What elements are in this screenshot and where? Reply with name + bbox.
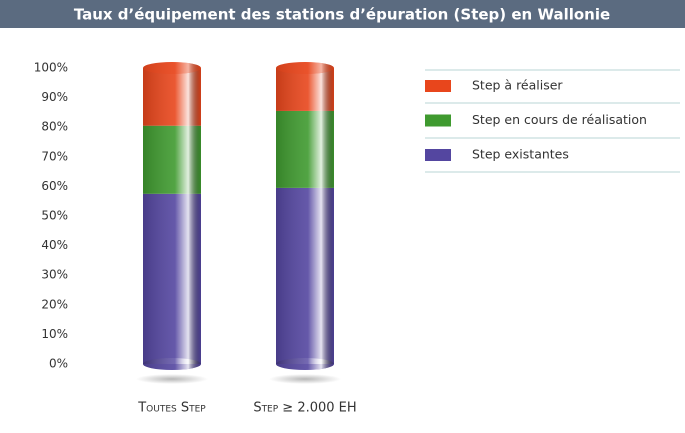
legend-swatch [425, 114, 451, 127]
bar-bottom-highlight [276, 358, 334, 370]
x-tick-label: Step ≥ 2.000 EH [253, 401, 356, 416]
legend-swatch [425, 149, 451, 161]
bar-shadow [136, 374, 208, 384]
legend-swatch [425, 80, 451, 92]
bar-highlight [276, 68, 334, 364]
title-bar [0, 0, 685, 28]
bar-shadow [269, 374, 341, 384]
bar-top-highlight [143, 62, 201, 74]
y-tick-label: 10% [41, 327, 68, 341]
y-tick-label: 70% [41, 149, 68, 163]
x-tick-label: Toutes Step [137, 401, 206, 416]
y-tick-label: 80% [41, 120, 68, 134]
legend-label: Step à réaliser [472, 78, 563, 93]
y-tick-label: 90% [41, 90, 68, 104]
y-tick-label: 60% [41, 179, 68, 193]
bar-bottom-highlight [143, 358, 201, 370]
y-tick-label: 0% [49, 357, 68, 371]
legend-label: Step en cours de réalisation [472, 112, 647, 127]
y-tick-label: 20% [41, 297, 68, 311]
y-tick-label: 30% [41, 268, 68, 282]
bar-top-highlight [276, 62, 334, 74]
y-tick-label: 40% [41, 238, 68, 252]
legend-label: Step existantes [472, 147, 569, 162]
chart-title: Taux d’équipement des stations d’épurati… [74, 6, 610, 24]
y-tick-label: 50% [41, 209, 68, 223]
bar-highlight [143, 68, 201, 364]
y-tick-label: 100% [34, 61, 68, 75]
